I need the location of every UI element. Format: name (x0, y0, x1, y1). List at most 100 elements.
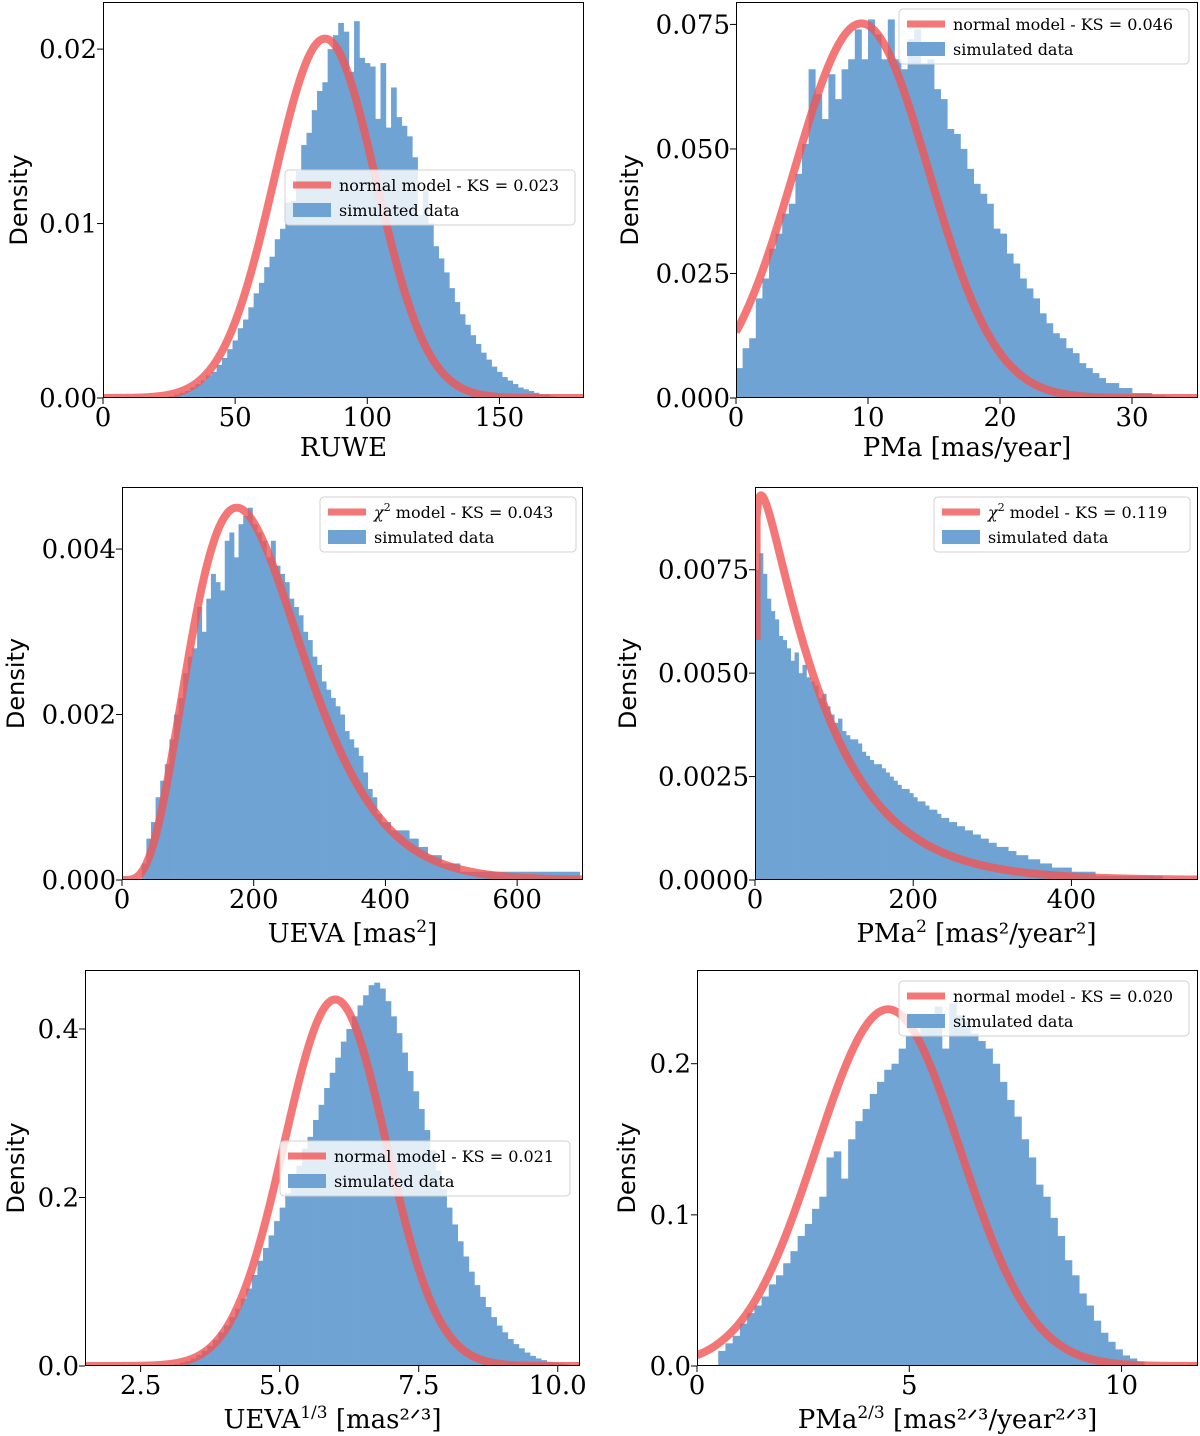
histogram-bar (840, 1178, 849, 1366)
histogram-bar (1026, 288, 1034, 398)
histogram-bar (301, 145, 307, 398)
axes-frame (85, 970, 580, 1366)
histogram-bar (359, 57, 366, 398)
histogram-bar (868, 19, 875, 398)
x-tick-label: 10 (1105, 1371, 1138, 1401)
x-axis-label: RUWE (300, 433, 387, 463)
histogram-bar (375, 118, 381, 398)
y-tick-label: 0.1 (650, 1201, 691, 1231)
histogram-bar (386, 822, 392, 880)
legend-label: simulated data (334, 1172, 455, 1191)
histogram-bar (243, 515, 249, 880)
histogram-bar (822, 693, 827, 880)
x-axis-label: UEVA [mas2] (268, 917, 438, 949)
model-curve-group (122, 503, 583, 880)
y-axis-label: Density (616, 154, 644, 245)
x-tick-label: 400 (361, 885, 411, 915)
histogram-bar (240, 1298, 247, 1366)
histogram-bar (857, 743, 863, 880)
histogram-bar (1072, 353, 1080, 398)
histogram-bar (507, 1339, 514, 1366)
histogram-bar (905, 1036, 914, 1366)
histogram-bar (406, 136, 413, 398)
histogram-bar (529, 1355, 536, 1366)
histogram-bar (201, 631, 207, 880)
histogram-bar (367, 788, 373, 880)
histogram-bar (755, 298, 763, 398)
histogram-bar (848, 1139, 856, 1366)
histogram-bar (1099, 378, 1106, 398)
legend-box (898, 980, 1190, 1037)
y-tick-label: 0.00 (39, 384, 97, 414)
histogram-bar (808, 69, 816, 398)
histogram-bar (218, 1332, 225, 1366)
histogram-bar (821, 119, 829, 398)
histogram-bar (761, 1296, 770, 1366)
histogram-bar (293, 606, 299, 880)
histogram-bar (318, 1104, 325, 1366)
histogram-bar (948, 822, 954, 880)
histogram-bar (238, 524, 244, 880)
histogram-bar (390, 830, 396, 880)
x-tick-label: 7.5 (398, 1371, 439, 1401)
histogram-bar (775, 233, 783, 398)
x-tick-label: 200 (888, 885, 938, 915)
histogram-bar (450, 863, 456, 880)
histogram-bar (376, 813, 382, 880)
histogram-bar (742, 348, 750, 398)
histogram-bar (841, 69, 849, 398)
axes-frame (697, 970, 1198, 1366)
model-curve-group (755, 491, 1198, 880)
histogram-bar (440, 1189, 447, 1366)
x-tick-label: 0 (747, 885, 764, 915)
histogram-bar (257, 1260, 264, 1366)
histogram-bar (865, 755, 871, 880)
histogram-bar (960, 826, 966, 880)
histogram-bar (404, 830, 410, 880)
histogram-bar (848, 59, 856, 398)
axes-frame (122, 487, 583, 880)
y-tick-label: 0.01 (39, 210, 97, 240)
histogram-bar (164, 764, 170, 880)
histogram-bar (174, 714, 180, 880)
legend-label: simulated data (988, 528, 1109, 547)
histogram-bar (227, 349, 233, 398)
histogram-bar (340, 1041, 347, 1366)
histogram-bar (894, 59, 902, 398)
histogram-bar (913, 1033, 921, 1366)
histogram-bar (251, 1275, 258, 1366)
y-axis-label: Density (5, 154, 33, 245)
histogram-bar (311, 110, 318, 398)
panel-ueva: 0 200 400 600 0.000 0.002 0.004 UEVA [mas2] Dens… (2, 487, 583, 949)
histogram-bar (422, 190, 429, 398)
histogram-bar (322, 82, 329, 398)
x-tick-label: 0 (728, 403, 745, 433)
histogram-bar (1079, 1293, 1087, 1366)
histogram-bar (749, 338, 757, 398)
histogram-bar (257, 532, 263, 880)
histogram-bar (210, 573, 216, 880)
histogram-bar (491, 366, 498, 398)
histogram-bar (428, 223, 434, 398)
histogram-bar (739, 1323, 748, 1366)
y-tick-label: 0.0050 (658, 659, 749, 689)
histogram-bar (502, 377, 508, 398)
legend-label: χ2 model - KS = 0.043 (373, 501, 553, 522)
histogram-bar (380, 63, 387, 398)
histogram-bar (804, 1223, 813, 1366)
histogram-bar (523, 389, 529, 398)
histogram-bar (412, 157, 418, 398)
histogram-bar (1115, 1349, 1123, 1366)
histogram-bar (335, 1057, 342, 1366)
histogram-bar (1125, 388, 1133, 398)
histogram-bar (459, 314, 466, 398)
histogram-bar (385, 127, 392, 398)
histogram-bar (513, 1344, 520, 1366)
histogram-bar (502, 1332, 509, 1366)
histogram-bar (160, 780, 166, 880)
x-tick-label: 30 (1115, 403, 1148, 433)
histogram-bar (452, 1224, 459, 1366)
histogram-bar (984, 838, 989, 880)
histogram-bar (396, 117, 403, 398)
